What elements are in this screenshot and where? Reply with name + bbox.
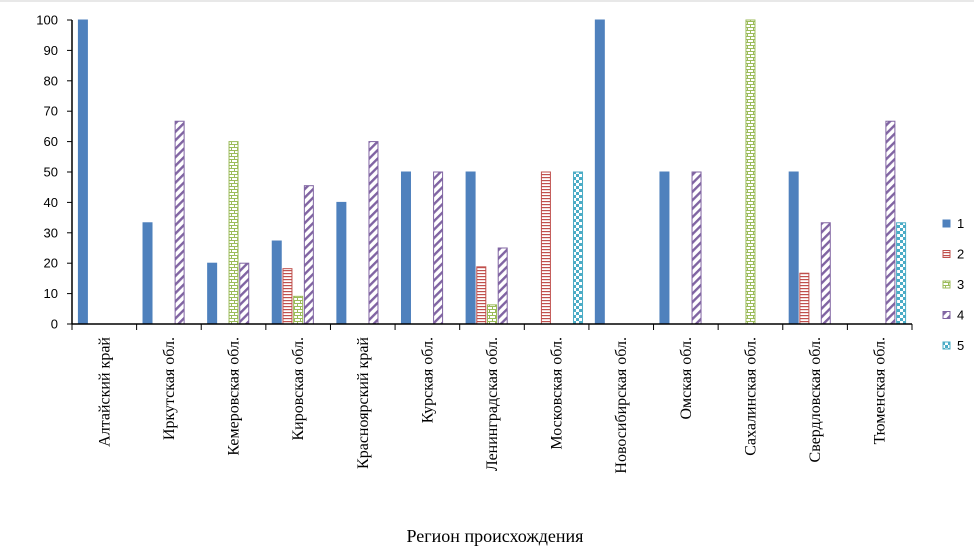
legend-label-2: 2 [957, 247, 964, 262]
bar-series-3 [228, 141, 239, 325]
x-axis-title: Регион происхождения [407, 526, 584, 546]
x-category-label: Тюменская обл. [872, 337, 889, 444]
y-tick-label: 50 [44, 165, 58, 180]
bar-series-2 [799, 272, 810, 325]
y-axis: 0 10 20 30 40 50 60 70 80 90 100 [36, 13, 73, 332]
bar-series-4 [368, 141, 379, 325]
bar-series-3 [487, 304, 497, 325]
x-category-label: Московская обл. [549, 337, 566, 450]
bar-series-4 [433, 171, 444, 325]
bar-series-5 [896, 222, 907, 325]
bar-series-1 [77, 19, 88, 325]
legend-label-1: 1 [957, 216, 964, 231]
bar-series-4 [497, 247, 508, 325]
bars [77, 19, 907, 325]
bar-series-3 [745, 19, 756, 325]
bar-series-1 [659, 171, 670, 325]
x-category-label: Алтайский край [96, 337, 113, 447]
bar-series-4 [174, 120, 185, 325]
legend-swatch-4 [942, 311, 951, 319]
bar-series-1 [207, 262, 218, 325]
bar-series-5 [573, 171, 584, 325]
x-category-label: Новосибирская обл. [613, 337, 630, 474]
bar-series-4 [303, 185, 314, 325]
bar-series-1 [400, 171, 411, 325]
bar-series-1 [142, 222, 153, 325]
y-tick-label: 30 [44, 225, 58, 240]
legend-label-5: 5 [957, 338, 964, 353]
bar-series-2 [540, 171, 551, 325]
x-category-label: Ленинградская обл. [484, 337, 501, 471]
y-tick-label: 60 [44, 134, 58, 149]
x-category-label: Красноярский край [355, 337, 372, 469]
y-tick-label: 90 [44, 43, 58, 58]
y-tick-label: 10 [44, 286, 58, 301]
x-category-label: Сахалинская обл. [742, 337, 759, 456]
x-category-label: Свердловская обл. [807, 337, 824, 462]
legend-swatch-3 [942, 280, 951, 289]
y-tick-label: 0 [51, 317, 58, 332]
legend-swatch-1 [942, 219, 951, 228]
legend-label-3: 3 [957, 277, 964, 292]
bar-series-2 [476, 266, 487, 325]
bar-series-1 [594, 19, 605, 325]
x-category-label: Кемеровская обл. [226, 337, 243, 456]
legend-label-4: 4 [957, 308, 964, 323]
bar-series-4 [820, 222, 831, 325]
x-category-label: Кировская обл. [290, 337, 307, 441]
bar-series-3 [293, 295, 304, 325]
x-category-label: Омская обл. [678, 337, 695, 420]
bar-series-1 [465, 171, 476, 325]
x-category-label: Курская обл. [419, 337, 436, 423]
y-tick-label: 100 [36, 13, 58, 28]
y-tick-label: 70 [44, 104, 58, 119]
legend-swatch-5 [942, 341, 951, 350]
x-axis: Алтайский край Иркутская обл. Кемеровская … [71, 323, 913, 474]
bar-series-1 [271, 240, 282, 325]
y-tick-label: 20 [44, 256, 58, 271]
legend: 1 2 3 4 5 [942, 216, 964, 353]
x-category-label: Иркутская обл. [161, 337, 178, 440]
y-tick-label: 40 [44, 195, 58, 210]
bar-series-4 [885, 120, 896, 325]
y-tick-label: 80 [44, 73, 58, 88]
bar-series-4 [691, 171, 702, 325]
bar-series-1 [336, 201, 347, 325]
bar-series-4 [239, 262, 250, 325]
bar-series-2 [282, 268, 293, 325]
legend-swatch-2 [942, 250, 951, 258]
bar-series-1 [788, 171, 799, 325]
